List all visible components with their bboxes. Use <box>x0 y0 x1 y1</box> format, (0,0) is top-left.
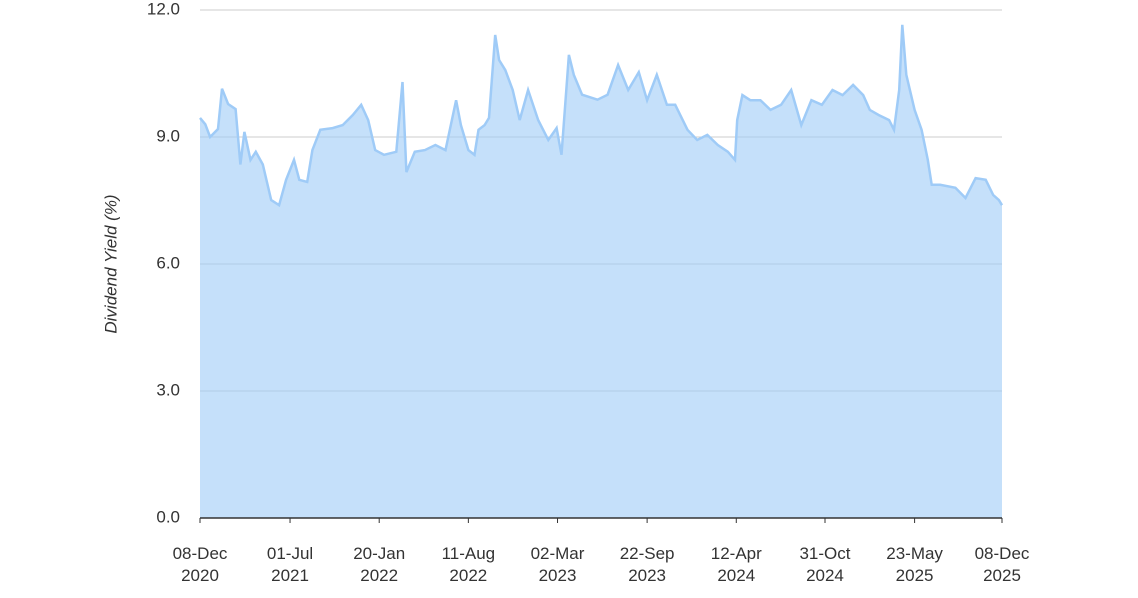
x-tick-label: 11-Aug 2022 <box>441 544 496 585</box>
x-tick-label: 12-Apr 2024 <box>710 544 762 585</box>
x-tick-label: 02-Mar 2023 <box>530 544 585 585</box>
y-tick-label: 6.0 <box>156 253 180 272</box>
x-tick-label: 01-Jul 2021 <box>266 544 314 585</box>
y-tick-label: 12.0 <box>147 0 180 18</box>
x-tick-label: 22-Sep 2023 <box>619 544 675 585</box>
area-line <box>199 24 1004 208</box>
y-tick-label: 3.0 <box>156 380 180 399</box>
y-axis-label: Dividend Yield (%) <box>101 194 120 333</box>
y-tick-label: 9.0 <box>156 126 180 145</box>
y-tick-label: 0.0 <box>156 507 180 526</box>
x-tick-label: 08-Dec 2020 <box>172 544 228 585</box>
x-tick-label: 20-Jan 2022 <box>353 544 406 585</box>
area-fill <box>200 24 1002 519</box>
x-tick-label: 31-Oct 2024 <box>799 544 851 585</box>
x-tick-label: 08-Dec 2025 <box>974 544 1030 585</box>
x-tick-label: 23-May 2025 <box>886 544 943 585</box>
